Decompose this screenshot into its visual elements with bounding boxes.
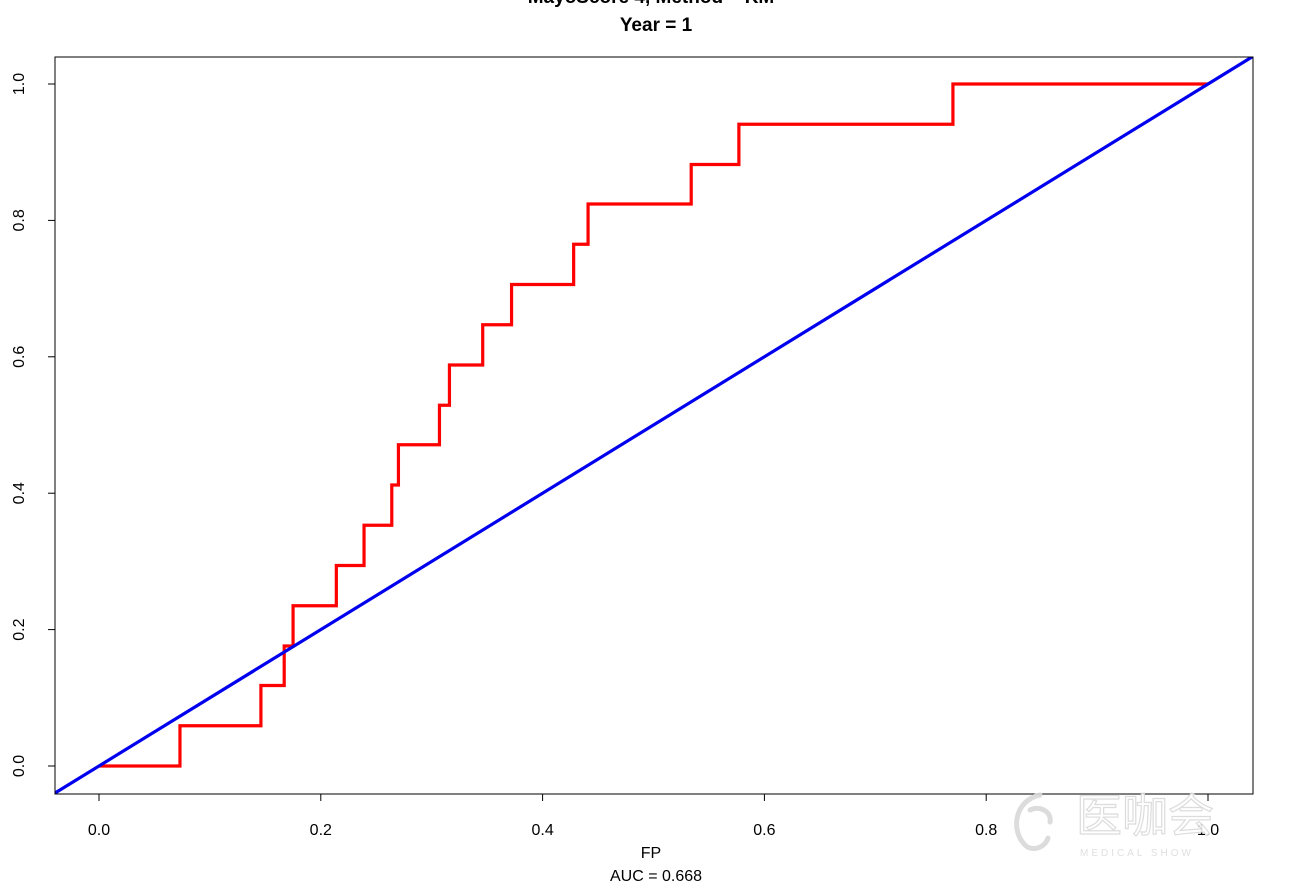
x-axis: 0.0 0.2 0.4 0.6 0.8 1.0 — [88, 793, 1219, 839]
reference-diagonal-line — [55, 57, 1253, 794]
watermark: 医咖会 MEDICAL SHOW — [1014, 789, 1215, 859]
y-tick-label: 0.0 — [11, 755, 28, 777]
auc-caption: AUC = 0.668 — [610, 868, 702, 885]
y-tick-label: 0.4 — [11, 482, 28, 504]
y-tick-label: 0.8 — [11, 209, 28, 231]
x-tick-label: 0.6 — [753, 822, 775, 839]
watermark-sub-text: MEDICAL SHOW — [1080, 848, 1194, 859]
x-tick-label: 1.0 — [1197, 822, 1219, 839]
chart-title-line2: Year = 1 — [620, 15, 693, 36]
y-axis: 0.0 0.2 0.4 0.6 0.8 1.0 — [11, 73, 56, 777]
x-tick-label: 0.0 — [88, 822, 110, 839]
y-tick-label: 0.6 — [11, 346, 28, 368]
watermark-logo-icon — [1014, 792, 1053, 851]
series-layer — [55, 57, 1253, 794]
x-tick-label: 0.2 — [310, 822, 332, 839]
plot-area — [54, 56, 1254, 795]
x-tick-label: 0.8 — [975, 822, 997, 839]
chart-title-line1: MayoScore 4, Method = KM — [528, 0, 775, 8]
y-tick-label: 1.0 — [11, 73, 28, 95]
x-tick-label: 0.4 — [531, 822, 553, 839]
watermark-logo-text: 医咖会 — [1076, 790, 1214, 842]
y-tick-label: 0.2 — [11, 618, 28, 640]
x-axis-label: FP — [641, 845, 661, 862]
